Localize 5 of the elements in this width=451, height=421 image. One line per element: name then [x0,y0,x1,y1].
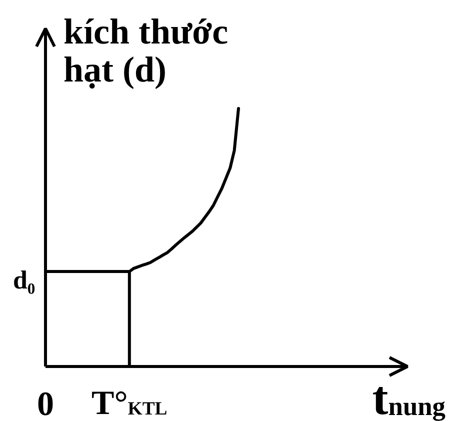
x-axis-title: tnung [372,372,446,421]
x-tick-label: 0 [37,386,54,421]
y-axis-title: kích thước hạt (d) [64,12,228,90]
text: d₀ [12,266,36,295]
x-tick-label: T°KTL [92,385,168,421]
